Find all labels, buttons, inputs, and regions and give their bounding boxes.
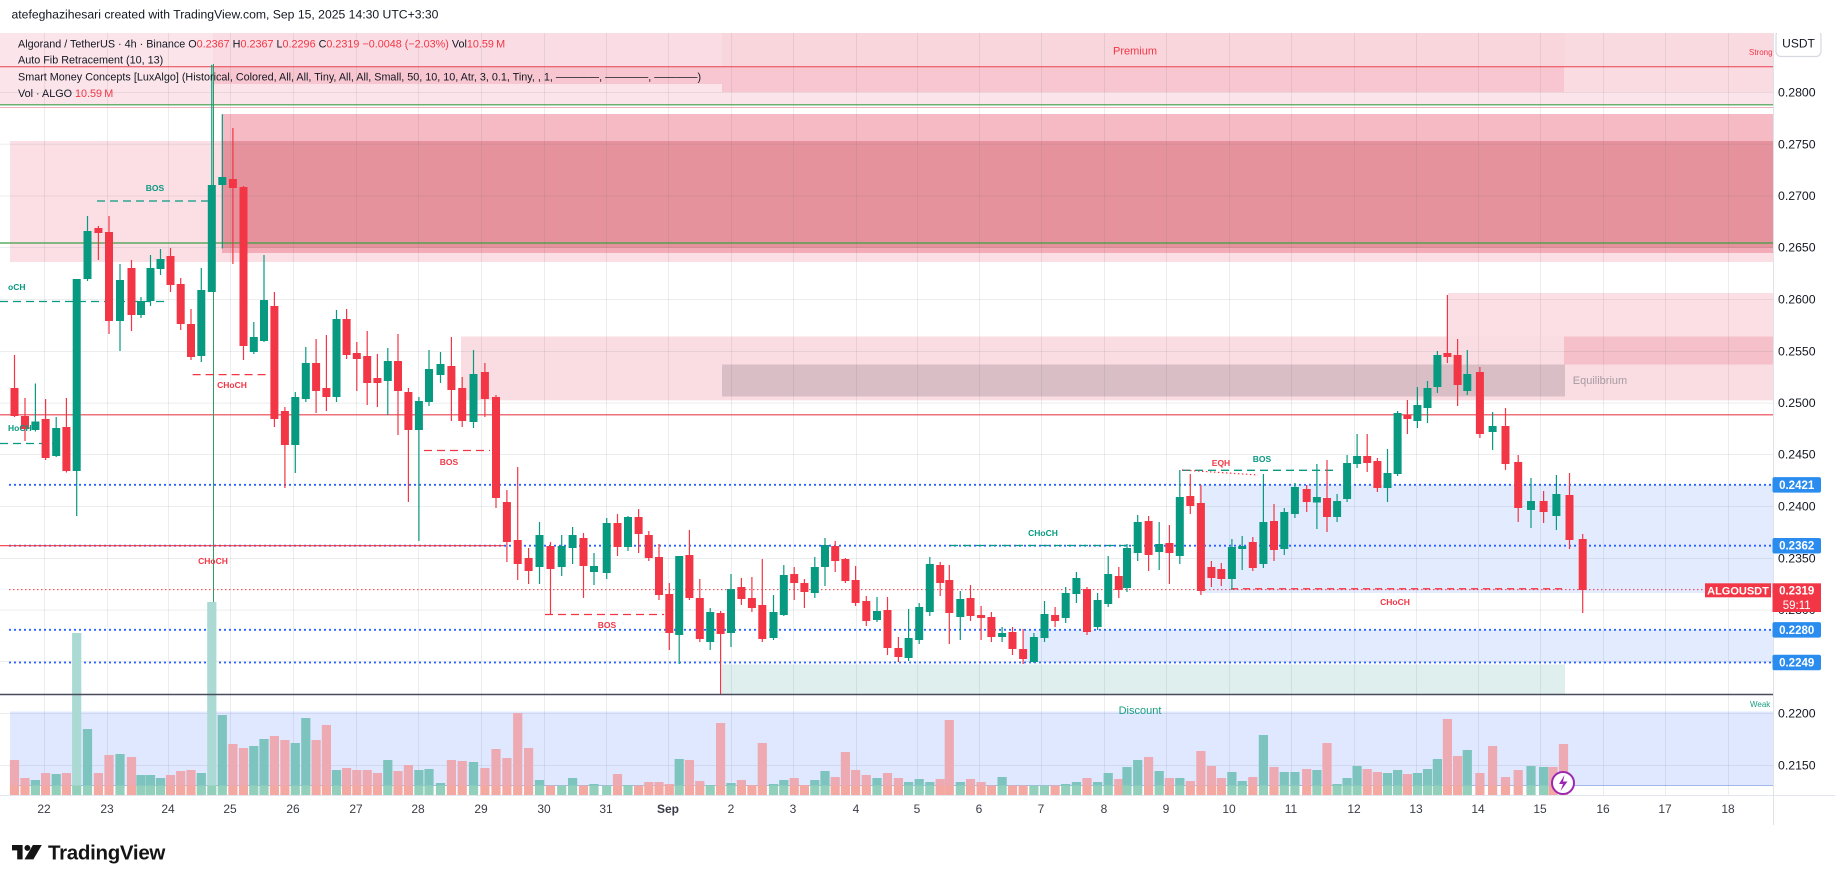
svg-text:26: 26 xyxy=(286,802,300,816)
svg-text:3: 3 xyxy=(790,802,797,816)
svg-text:Vol · ALGO 10.59 M: Vol · ALGO 10.59 M xyxy=(18,88,113,100)
svg-text:0.2650: 0.2650 xyxy=(1778,241,1816,255)
svg-text:18: 18 xyxy=(1721,802,1735,816)
svg-text:HoCH: HoCH xyxy=(8,423,32,433)
svg-text:ALGOUSDT: ALGOUSDT xyxy=(1707,585,1769,597)
svg-text:2: 2 xyxy=(728,802,735,816)
svg-text:0.2600: 0.2600 xyxy=(1778,293,1816,307)
svg-text:27: 27 xyxy=(349,802,363,816)
svg-text:0.2362: 0.2362 xyxy=(1779,541,1814,553)
svg-text:17: 17 xyxy=(1658,802,1672,816)
svg-text:BOS: BOS xyxy=(1253,454,1272,464)
svg-text:0.2750: 0.2750 xyxy=(1778,137,1816,151)
svg-text:0.2500: 0.2500 xyxy=(1778,396,1816,410)
svg-text:6: 6 xyxy=(976,802,983,816)
svg-text:0.2421: 0.2421 xyxy=(1779,480,1815,492)
svg-text:CHoCH: CHoCH xyxy=(198,556,228,566)
svg-text:0.2249: 0.2249 xyxy=(1779,658,1814,670)
svg-text:Premium: Premium xyxy=(1113,46,1157,58)
svg-text:14: 14 xyxy=(1471,802,1485,816)
svg-text:oCH: oCH xyxy=(8,282,25,292)
svg-text:9: 9 xyxy=(1163,802,1170,816)
svg-text:4: 4 xyxy=(853,802,860,816)
svg-text:Auto Fib Retracement (10, 13): Auto Fib Retracement (10, 13) xyxy=(18,55,163,67)
svg-text:0.2150: 0.2150 xyxy=(1778,759,1816,773)
svg-text:28: 28 xyxy=(411,802,425,816)
svg-text:30: 30 xyxy=(537,802,551,816)
svg-text:22: 22 xyxy=(37,802,51,816)
svg-text:Sep: Sep xyxy=(657,802,679,816)
svg-text:23: 23 xyxy=(100,802,114,816)
svg-text:0.2400: 0.2400 xyxy=(1778,500,1816,514)
svg-text:atefeghazihesari created with: atefeghazihesari created with TradingVie… xyxy=(12,8,439,22)
svg-text:Equilibrium: Equilibrium xyxy=(1573,375,1627,387)
svg-text:EQH: EQH xyxy=(1212,458,1230,468)
svg-text:0.2550: 0.2550 xyxy=(1778,345,1816,359)
svg-text:29: 29 xyxy=(474,802,488,816)
svg-text:11: 11 xyxy=(1285,802,1298,816)
svg-text:CHoCH: CHoCH xyxy=(1028,528,1058,538)
svg-text:24: 24 xyxy=(161,802,175,816)
svg-text:TradingView: TradingView xyxy=(48,842,165,865)
svg-text:0.2800: 0.2800 xyxy=(1778,86,1816,100)
svg-text:USDT: USDT xyxy=(1782,37,1815,51)
svg-text:BOS: BOS xyxy=(598,620,617,630)
svg-text:BOS: BOS xyxy=(440,457,459,467)
svg-text:CHoCH: CHoCH xyxy=(217,380,247,390)
svg-text:0.2350: 0.2350 xyxy=(1778,552,1816,566)
svg-text:0.2450: 0.2450 xyxy=(1778,448,1816,462)
svg-text:CHoCH: CHoCH xyxy=(1380,597,1410,607)
svg-text:59:11: 59:11 xyxy=(1783,600,1811,612)
svg-text:16: 16 xyxy=(1596,802,1610,816)
svg-text:10: 10 xyxy=(1222,802,1236,816)
svg-text:15: 15 xyxy=(1533,802,1547,816)
svg-text:Smart Money Concepts [LuxAlgo]: Smart Money Concepts [LuxAlgo] (Historic… xyxy=(18,72,701,84)
svg-text:Algorand / TetherUS · 4h · Bin: Algorand / TetherUS · 4h · Binance O0.23… xyxy=(18,39,505,51)
svg-text:5: 5 xyxy=(914,802,921,816)
svg-text:BOS: BOS xyxy=(146,183,165,193)
svg-text:13: 13 xyxy=(1409,802,1423,816)
svg-text:25: 25 xyxy=(223,802,237,816)
svg-text:8: 8 xyxy=(1101,802,1108,816)
svg-text:Discount: Discount xyxy=(1119,705,1162,717)
svg-text:Weak: Weak xyxy=(1750,700,1771,709)
svg-text:0.2319: 0.2319 xyxy=(1779,586,1814,598)
svg-text:31: 31 xyxy=(599,802,613,816)
svg-text:0.2700: 0.2700 xyxy=(1778,189,1816,203)
svg-text:7: 7 xyxy=(1038,802,1045,816)
svg-text:12: 12 xyxy=(1347,802,1361,816)
svg-text:0.2280: 0.2280 xyxy=(1779,625,1814,637)
svg-text:Strong: Strong xyxy=(1749,48,1773,57)
svg-text:0.2200: 0.2200 xyxy=(1778,707,1816,721)
